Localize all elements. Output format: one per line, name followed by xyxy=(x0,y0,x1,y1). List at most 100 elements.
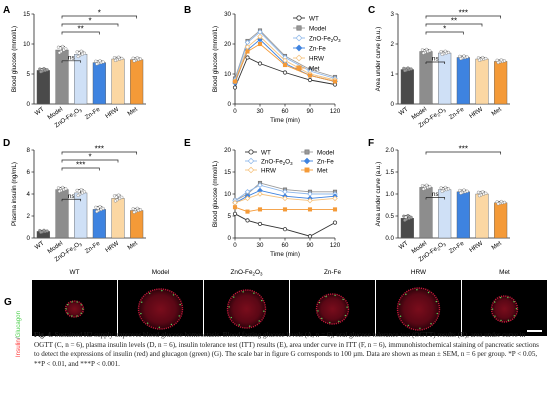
data-point xyxy=(98,59,102,63)
marker-met xyxy=(282,207,288,212)
data-point xyxy=(112,56,117,60)
glucagon-cell xyxy=(65,308,67,310)
data-point xyxy=(421,51,426,55)
bar-met xyxy=(130,59,144,105)
data-point xyxy=(458,188,462,193)
data-point xyxy=(131,56,135,60)
significance-bracket xyxy=(61,31,100,35)
data-point xyxy=(98,205,102,209)
data-point xyxy=(462,188,466,192)
x-tick-label: 90 xyxy=(307,242,314,249)
glucagon-cell xyxy=(258,320,260,322)
data-point xyxy=(440,189,444,193)
glucagon-cell xyxy=(491,308,494,310)
y-tick-label: 20 xyxy=(224,41,231,48)
y-tick-label: 5 xyxy=(228,213,232,220)
marker-wt xyxy=(307,77,313,83)
data-point xyxy=(61,185,65,189)
data-point xyxy=(496,202,500,206)
data-point xyxy=(61,44,65,49)
glucagon-cell xyxy=(427,291,430,294)
panel-g-channel-label: Insulin/Glucagon xyxy=(15,310,22,357)
marker-hrw xyxy=(307,197,313,204)
bar-zno-fe2o3 xyxy=(438,52,452,105)
svg-text:Insulin/Glucagon: Insulin/Glucagon xyxy=(15,310,22,357)
marker-wt xyxy=(232,85,238,90)
islet xyxy=(227,290,266,328)
y-tick-label: 0.0 xyxy=(385,235,394,242)
marker-met xyxy=(332,79,338,84)
data-point xyxy=(484,56,488,61)
glucagon-cell xyxy=(507,319,510,321)
y-tick-label: 2 xyxy=(391,41,395,48)
data-point xyxy=(502,59,507,63)
data-point xyxy=(79,49,83,53)
glucagon-cell xyxy=(399,303,401,306)
x-tick-label: 90 xyxy=(307,108,314,115)
bar-wt xyxy=(400,217,414,239)
column-title: Model xyxy=(152,269,169,276)
data-point xyxy=(138,57,143,61)
data-point xyxy=(64,187,68,191)
significance-bracket xyxy=(425,23,483,27)
data-point xyxy=(132,59,136,63)
data-point xyxy=(406,66,410,70)
series-line-model xyxy=(234,182,335,201)
glucagon-cell xyxy=(71,301,73,303)
glucagon-cell xyxy=(500,319,502,322)
significance-label: * xyxy=(88,17,91,26)
bar-met xyxy=(130,210,144,239)
legend-label: Zn-Fe xyxy=(309,45,326,52)
marker-met xyxy=(232,205,238,210)
y-axis-title: Area under curve (a.u.) xyxy=(375,162,382,227)
data-point xyxy=(465,189,469,193)
data-point xyxy=(421,187,426,191)
glucagon-cell xyxy=(80,312,82,315)
significance-label: *** xyxy=(95,145,104,154)
data-point xyxy=(502,200,507,204)
panel-label: F xyxy=(368,138,374,149)
data-point xyxy=(484,191,488,195)
data-point xyxy=(101,206,105,211)
x-tick-label: 60 xyxy=(282,242,289,249)
significance-label: ns xyxy=(68,54,75,61)
data-point xyxy=(402,214,406,218)
x-tick-label: Met xyxy=(126,240,139,252)
glucagon-cell xyxy=(178,315,180,317)
glucagon-cell xyxy=(318,301,321,304)
islet xyxy=(65,301,84,317)
data-point xyxy=(75,50,79,54)
data-point xyxy=(117,193,121,197)
data-point xyxy=(45,229,49,233)
glucagon-cell xyxy=(317,310,319,312)
caption-label: Fig. 4. xyxy=(34,331,53,339)
data-point xyxy=(135,56,139,60)
y-tick-label: 2.0 xyxy=(385,147,394,154)
glucagon-cell xyxy=(436,312,438,315)
data-point xyxy=(135,206,139,210)
x-tick-label: 30 xyxy=(257,242,264,249)
marker-hrw xyxy=(257,33,263,40)
y-tick-label: 0.5 xyxy=(385,213,394,220)
data-point xyxy=(95,62,99,66)
scale-bar xyxy=(527,330,542,332)
series-line-zn-fe xyxy=(234,190,336,204)
column-title: ZnO-Fe2O3 xyxy=(231,269,264,277)
marker-wt xyxy=(248,149,254,155)
islet xyxy=(316,294,349,324)
marker-zno-fe2o3 xyxy=(295,34,303,42)
x-tick-label: HRW xyxy=(104,240,120,254)
x-tick-label: HRW xyxy=(468,106,484,120)
data-point xyxy=(459,57,463,61)
glucagon-cell xyxy=(140,312,142,315)
x-tick-label: Zn-Fe xyxy=(84,106,102,122)
significance-bracket xyxy=(61,167,100,171)
legend-label: WT xyxy=(309,15,319,22)
glucagon-cell xyxy=(146,322,149,324)
data-point xyxy=(75,188,79,192)
marker-hrw xyxy=(295,54,303,62)
x-tick-label: 60 xyxy=(282,108,289,115)
bar-zn-fe xyxy=(456,191,470,239)
